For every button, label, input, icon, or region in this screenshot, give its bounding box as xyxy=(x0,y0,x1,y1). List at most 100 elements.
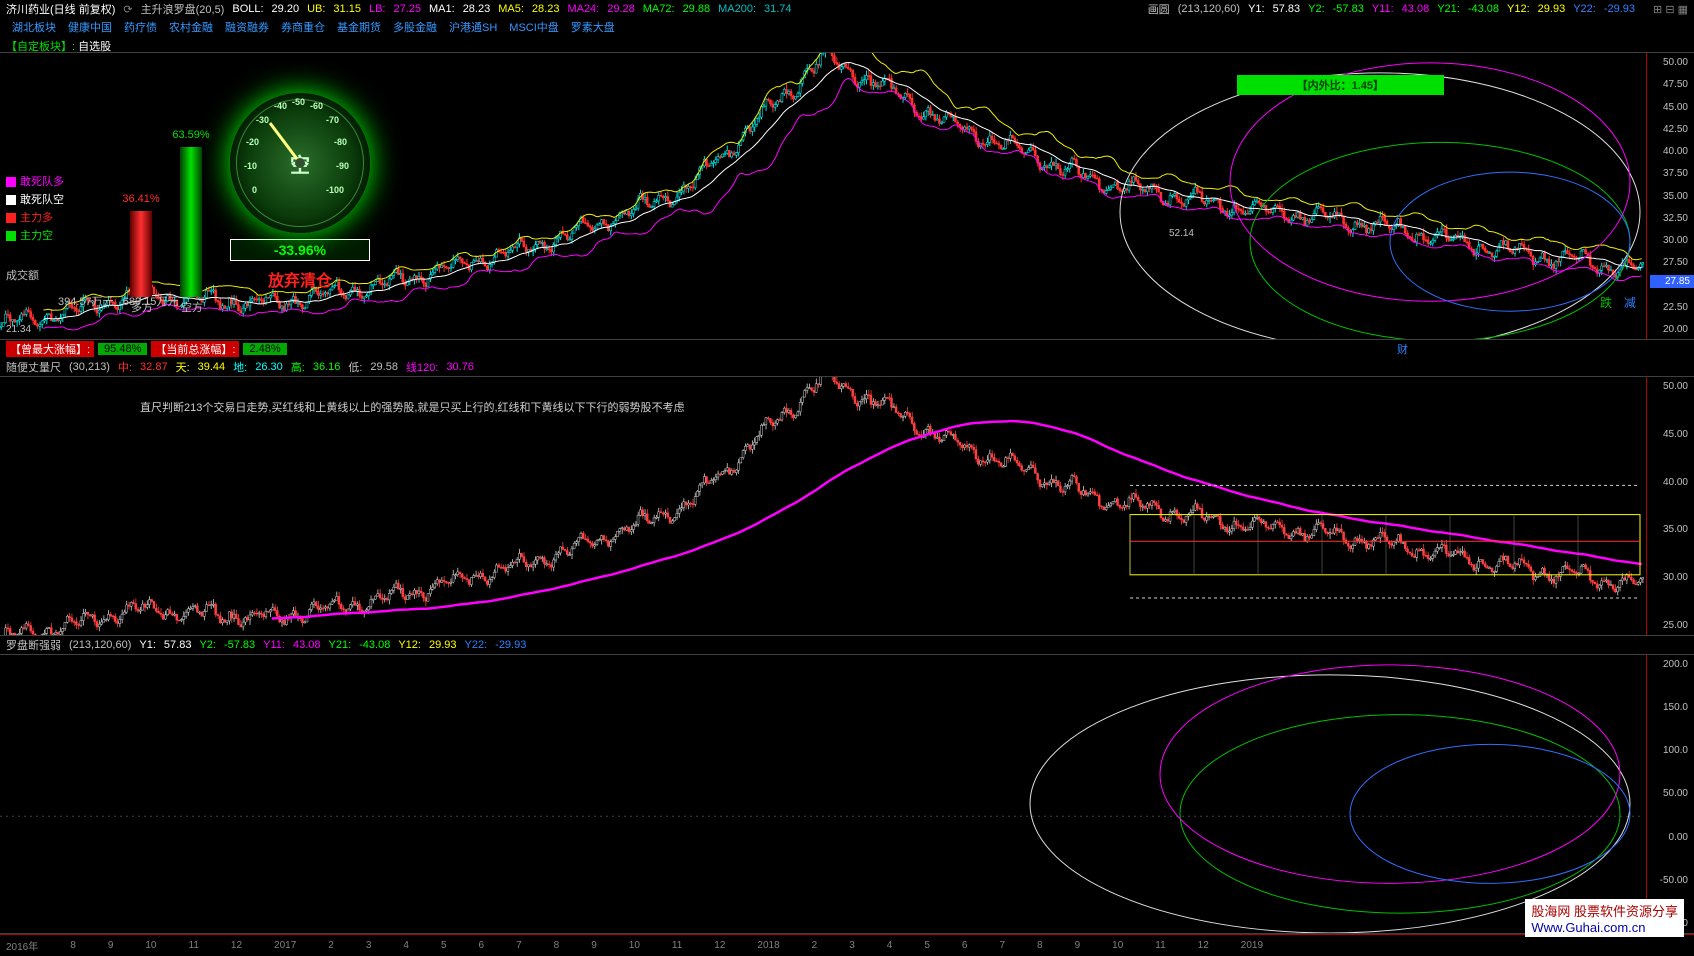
sector-tag[interactable]: 药疗债 xyxy=(124,19,157,35)
sector-tag[interactable]: 券商重仓 xyxy=(281,19,325,35)
timeline-tick: 6 xyxy=(479,940,485,951)
ytick: 0.00 xyxy=(1649,832,1692,843)
gauge-widget: 36.41% 多方 63.59% 空方 空 -40 -50 -60 -30 -7… xyxy=(60,93,360,313)
lb-label: LB: xyxy=(369,3,386,15)
p2-title: 随便丈量尺 xyxy=(6,359,61,375)
nwb-value: 1.45 xyxy=(1352,80,1373,92)
p2-di-l: 地: xyxy=(233,359,247,375)
ytick: 200.0 xyxy=(1649,659,1692,670)
ytick: 50.00 xyxy=(1649,381,1692,392)
p3-y11-l: Y11: xyxy=(263,639,285,651)
ma72-label: MA72: xyxy=(643,3,675,15)
timeline-tick: 9 xyxy=(108,940,114,951)
p2-xian-l: 线120: xyxy=(406,359,438,375)
ma200-label: MA200: xyxy=(718,3,756,15)
timeline-tick: 5 xyxy=(924,940,930,951)
y21-label: Y21: xyxy=(1437,3,1460,15)
timeline-tick: 8 xyxy=(70,940,76,951)
panel3-yaxis: 200.0150.0100.050.000.00-50.00-100.0 xyxy=(1646,655,1694,933)
ma1-label: MA1: xyxy=(429,3,455,15)
legend-item: 敢死队多 xyxy=(6,173,64,191)
p2-di-v: 26.30 xyxy=(255,361,283,373)
watermark-line2: Www.Guhai.com.cn xyxy=(1531,920,1645,935)
volume-label: 成交额 xyxy=(6,267,39,283)
sector-tag[interactable]: 多股金融 xyxy=(393,19,437,35)
watermark: 股海网 股票软件资源分享 Www.Guhai.com.cn xyxy=(1525,899,1684,937)
ytick: 35.00 xyxy=(1649,524,1692,535)
panel2-yaxis: 50.0045.0040.0035.0030.0025.00 xyxy=(1646,377,1694,635)
sector-tag[interactable]: 罗素大盘 xyxy=(571,19,615,35)
stock-name[interactable]: 济川药业(日线 前复权) xyxy=(6,1,115,17)
nwb-badge: 【内外比：1.45】 xyxy=(1237,75,1444,95)
gauge-pct: -33.96% xyxy=(230,239,370,261)
ytick: 32.50 xyxy=(1649,213,1692,224)
short-pct: 63.59% xyxy=(166,129,216,141)
sector-tag[interactable]: 农村金融 xyxy=(169,19,213,35)
panel1-yaxis: 27.85 50.0047.5045.0042.5040.0037.5035.0… xyxy=(1646,53,1694,339)
ytick: 150.0 xyxy=(1649,702,1692,713)
panel3-header: 罗盘断强弱 (213,120,60) Y1: 57.83 Y2: -57.83 … xyxy=(0,636,1694,654)
sector-tag[interactable]: 健康中国 xyxy=(68,19,112,35)
sector-tag[interactable]: 融资融券 xyxy=(225,19,269,35)
p3-y2-l: Y2: xyxy=(199,639,216,651)
y11-val: 43.08 xyxy=(1402,3,1430,15)
cai-label: 财 xyxy=(1397,341,1408,357)
long-bar: 36.41% 多方 xyxy=(130,211,152,297)
timeline-tick: 12 xyxy=(1198,940,1209,951)
ytick: 42.50 xyxy=(1649,124,1692,135)
lb-val: 27.25 xyxy=(393,3,421,15)
nwb-label: 【内外比： xyxy=(1297,80,1352,92)
timeline-tick: 8 xyxy=(554,940,560,951)
price-marker: 27.85 xyxy=(1650,275,1694,288)
p3-y1-l: Y1: xyxy=(139,639,156,651)
timeline-tick: 8 xyxy=(1037,940,1043,951)
zf-label2: 【当前总涨幅】: xyxy=(151,341,239,357)
timeline-tick: 2 xyxy=(812,940,818,951)
ytick: 20.00 xyxy=(1649,324,1692,335)
sector-tag[interactable]: 基金期货 xyxy=(337,19,381,35)
p3-y21-v: -43.08 xyxy=(359,639,390,651)
ytick: 37.50 xyxy=(1649,168,1692,179)
timeline-tick: 7 xyxy=(999,940,1005,951)
ytick: 50.00 xyxy=(1649,57,1692,68)
p3-y12-l: Y12: xyxy=(398,639,421,651)
zf-label1: 【曾最大涨幅】: xyxy=(6,341,94,357)
p2-tian-l: 天: xyxy=(176,359,190,375)
ytick: 40.00 xyxy=(1649,477,1692,488)
p3-params: (213,120,60) xyxy=(69,639,131,651)
sector-tags: 湖北板块健康中国药疗债农村金融融资融券券商重仓基金期货多股金融沪港通SH MSCI… xyxy=(0,18,1694,36)
panel2-header: 随便丈量尺 (30,213) 中: 32.87 天: 39.44 地: 26.3… xyxy=(0,358,1694,376)
y2-val: -57.83 xyxy=(1333,3,1364,15)
ruler-chart-panel[interactable]: 直尺判断213个交易日走势,买红线和上黄线以上的强势股,就是只买上行的,红线和下… xyxy=(0,376,1694,636)
legend-item: 主力多 xyxy=(6,209,64,227)
volume-val2: 689.15万元 xyxy=(123,296,179,308)
y22-val: -29.93 xyxy=(1604,3,1635,15)
tool-icon[interactable]: ⊞ ⊟ ▦ xyxy=(1653,3,1688,16)
y12-label: Y12: xyxy=(1507,3,1530,15)
sector-tag[interactable]: 湖北板块 xyxy=(12,19,56,35)
volume-value: 394.57万元 689.15万元 xyxy=(58,293,178,309)
p3-y22-l: Y22: xyxy=(465,639,488,651)
p2-gao-l: 高: xyxy=(291,359,305,375)
p2-xian-v: 30.76 xyxy=(446,361,474,373)
ytick: 35.00 xyxy=(1649,191,1692,202)
refresh-icon[interactable]: ⟳ xyxy=(123,3,132,16)
main-chart-panel[interactable]: 敢死队多敢死队空主力多主力空 36.41% 多方 63.59% 空方 空 -40… xyxy=(0,52,1694,340)
timeline-tick: 7 xyxy=(516,940,522,951)
ytick: 22.50 xyxy=(1649,302,1692,313)
p2-tian-v: 39.44 xyxy=(198,361,226,373)
compass-chart-panel[interactable]: 200.0150.0100.050.000.00-50.00-100.0 xyxy=(0,654,1694,934)
die-label: 跌 xyxy=(1600,294,1612,311)
p3-y2-v: -57.83 xyxy=(224,639,255,651)
sector-tag[interactable]: MSCI中盘 xyxy=(509,19,559,35)
nwb-suffix: 】 xyxy=(1373,80,1384,92)
sector-tag[interactable]: 沪港通SH xyxy=(449,19,497,35)
ma24-val: 29.28 xyxy=(607,3,635,15)
timeline-axis: 2016年89101112201723456789101112201823456… xyxy=(0,934,1694,956)
ytick: 30.00 xyxy=(1649,572,1692,583)
p2-zhong-l: 中: xyxy=(118,359,132,375)
timeline-tick: 2016年 xyxy=(6,938,38,953)
ma200-val: 31.74 xyxy=(764,3,792,15)
p2-gao-v: 36.16 xyxy=(313,361,341,373)
timeline-tick: 2 xyxy=(328,940,334,951)
